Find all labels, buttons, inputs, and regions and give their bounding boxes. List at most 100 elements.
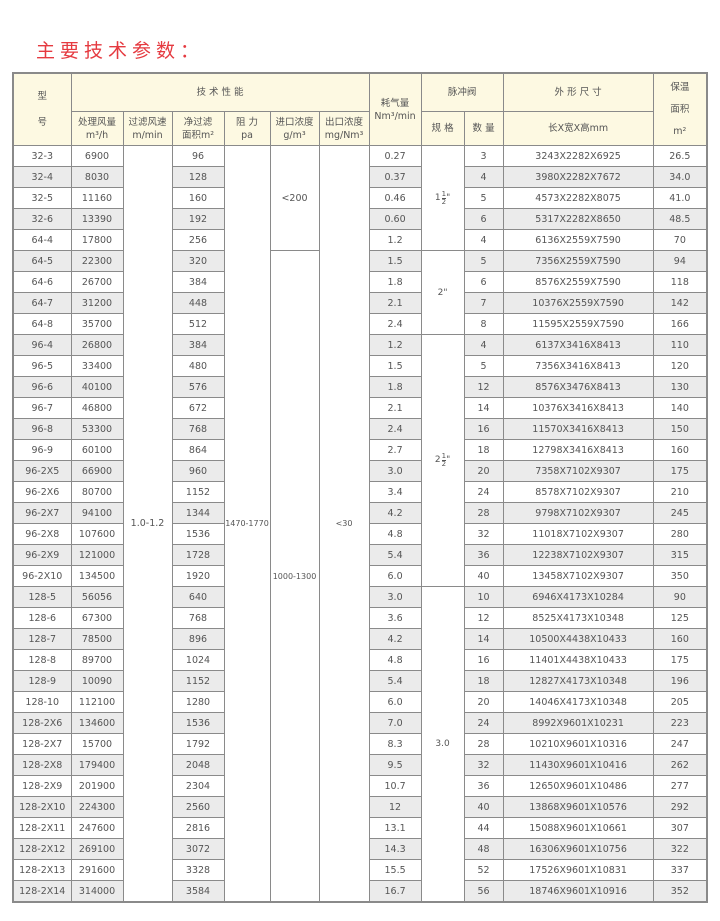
cell-model: 96-2X7 [12,502,72,524]
cell-valve-count: 16 [463,649,504,671]
cell-air-consumption: 4.2 [368,628,422,650]
cell-filter-area: 1536 [171,523,225,545]
cell-air-consumption: 4.2 [368,502,422,524]
cell-valve-count: 12 [463,607,504,629]
cell-valve-count: 24 [463,481,504,503]
cell-model: 96-2X10 [12,565,72,587]
whole: 2 [434,455,441,465]
cell-model: 128-5 [12,586,72,608]
whole: 3.0 [435,739,450,749]
cell-dimensions: 7356X2559X7590 [502,250,654,272]
cell-valve-count: 10 [463,586,504,608]
cell-insulation-area: 125 [652,607,708,629]
unit: m² [673,125,687,137]
table-row: 128-7 78500 896 4.2 14 10500X4438X10433 160 [12,628,708,650]
cell-air-consumption: 5.4 [368,544,422,566]
cell-air-consumption: 4.8 [368,649,422,671]
cell-insulation-area: 262 [652,754,708,776]
cell-model: 96-5 [12,355,72,377]
table-row: 64-6 26700 384 1.8 6 8576X2559X7590 118 [12,271,708,293]
cell-insulation-area: 175 [652,649,708,671]
cell-valve-count: 18 [463,670,504,692]
cell-dimensions: 11430X9601X10416 [502,754,654,776]
table-row: 96-8 53300 768 2.4 16 11570X3416X8413 150 [12,418,708,440]
cell-dimensions: 13458X7102X9307 [502,565,654,587]
cell-model: 64-7 [12,292,72,314]
cell-dimensions: 10376X2559X7590 [502,292,654,314]
cell-dimensions: 18746X9601X10916 [502,880,654,903]
cell-inlet-conc: 1000-1300 [269,250,320,903]
label: 处理风量 [77,116,116,128]
cell-filter-area: 1536 [171,712,225,734]
cell-valve-count: 4 [463,334,504,356]
cell-dimensions: 8576X2559X7590 [502,271,654,293]
cell-filter-area: 256 [171,229,225,251]
cell-dimensions: 11401X4438X10433 [502,649,654,671]
cell-dimensions: 6946X4173X10284 [502,586,654,608]
header-pulse-valve: 脉冲阀 [420,72,504,112]
unit: 面积m² [181,129,215,141]
cell-dimensions: 11570X3416X8413 [502,418,654,440]
cell-air-consumption: 3.4 [368,481,422,503]
cell-air-volume: 35700 [70,313,124,335]
cell-model: 32-4 [12,166,72,188]
cell-valve-count: 5 [463,187,504,209]
cell-air-volume: 33400 [70,355,124,377]
cell-air-consumption: 3.6 [368,607,422,629]
table-row: 128-9 10090 1152 5.4 18 12827X4173X10348 196 [12,670,708,692]
cell-model: 32-3 [12,145,72,167]
cell-outlet-conc: <30 [318,145,370,903]
cell-model: 96-8 [12,418,72,440]
label: 过滤风速 [128,116,167,128]
cell-air-volume: 201900 [70,775,124,797]
label: 出口浓度 [325,116,364,128]
header-outlet-conc: 出口浓度 mg/Nm³ [318,111,370,146]
cell-air-consumption: 3.0 [368,586,422,608]
cell-valve-count: 32 [463,523,504,545]
cell-air-volume: 53300 [70,418,124,440]
table-row: 64-8 35700 512 2.4 8 11595X2559X7590 166 [12,313,708,335]
cell-filter-speed: 1.0-1.2 [122,145,173,903]
cell-filter-area: 3584 [171,880,225,903]
cell-model: 128-7 [12,628,72,650]
cell-insulation-area: 245 [652,502,708,524]
whole: 1 [434,192,441,203]
denominator: 2 [441,460,447,468]
header-insulation: 保温 面积 m² [652,72,708,146]
cell-insulation-area: 307 [652,817,708,839]
cell-air-consumption: 6.0 [368,565,422,587]
cell-insulation-area: 166 [652,313,708,335]
cell-filter-area: 3328 [171,859,225,881]
cell-air-consumption: 13.1 [368,817,422,839]
cell-air-consumption: 3.0 [368,460,422,482]
header-tech-perf: 技 术 性 能 [70,72,370,112]
cell-air-consumption: 2.1 [368,292,422,314]
cell-air-consumption: 0.27 [368,145,422,167]
cell-valve-count: 28 [463,502,504,524]
cell-valve-count: 24 [463,712,504,734]
cell-valve-count: 14 [463,628,504,650]
cell-insulation-area: 247 [652,733,708,755]
cell-filter-area: 896 [171,628,225,650]
cell-dimensions: 3243X2282X6925 [502,145,654,167]
cell-filter-area: 1152 [171,670,225,692]
cell-dimensions: 12650X9601X10486 [502,775,654,797]
cell-filter-area: 320 [171,250,225,272]
table-row: 96-6 40100 576 1.8 12 8576X3476X8413 130 [12,376,708,398]
cell-dimensions: 16306X9601X10756 [502,838,654,860]
valve-size: 2 1 2 " [435,453,450,468]
cell-air-volume: 15700 [70,733,124,755]
label: 保温 [670,81,690,93]
cell-filter-area: 1344 [171,502,225,524]
cell-filter-area: 576 [171,376,225,398]
cell-valve-count: 16 [463,418,504,440]
table-row: 128-2X13 291600 3328 15.5 52 17526X9601X10831… [12,859,708,881]
cell-dimensions: 11595X2559X7590 [502,313,654,335]
unit: Nm³/min [374,110,416,122]
cell-filter-area: 2304 [171,775,225,797]
cell-insulation-area: 350 [652,565,708,587]
table-row: 32-4 8030 128 0.37 4 3980X2282X7672 34.0 [12,166,708,188]
cell-filter-area: 2048 [171,754,225,776]
